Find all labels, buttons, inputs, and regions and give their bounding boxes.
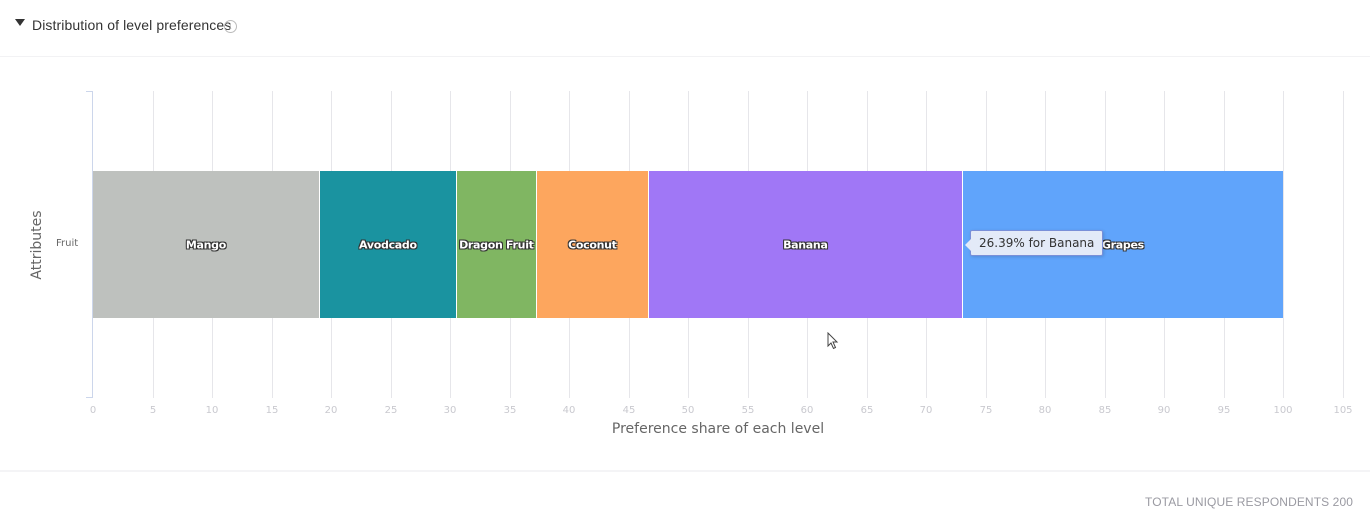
x-tick-label: 80	[1038, 405, 1052, 416]
x-tick-label: 35	[503, 405, 517, 416]
x-tick-label: 70	[919, 405, 933, 416]
x-tick-label: 55	[741, 405, 755, 416]
stacked-bar-chart: Attributes Fruit Mango Avodcado Dragon Fru…	[29, 91, 1353, 437]
section-header: Distribution of level preferences i	[0, 0, 1370, 57]
x-tick-label: 60	[800, 405, 814, 416]
x-tick-label: 85	[1098, 405, 1112, 416]
y-axis-tick	[86, 397, 93, 398]
gridline	[1343, 91, 1344, 398]
x-tick-label: 65	[860, 405, 874, 416]
x-tick-label: 45	[622, 405, 636, 416]
bar-segment-coconut[interactable]: Coconut	[536, 171, 649, 318]
x-tick-label: 50	[681, 405, 695, 416]
x-tick-label: 20	[324, 405, 338, 416]
section-title: Distribution of level preferences	[32, 17, 232, 33]
bar-segment-banana[interactable]: Banana	[648, 171, 963, 318]
gridline	[1283, 91, 1284, 398]
segment-label: Dragon Fruit	[459, 238, 534, 251]
segment-label: Mango	[185, 238, 227, 251]
x-tick-label: 5	[149, 405, 157, 416]
mouse-cursor-icon	[827, 332, 839, 350]
x-tick-label: 75	[979, 405, 993, 416]
x-tick-label: 40	[562, 405, 576, 416]
caret-down-icon[interactable]	[15, 19, 25, 26]
bar-segment-avodcado[interactable]: Avodcado	[319, 171, 457, 318]
x-tick-label: 100	[1273, 405, 1293, 416]
x-axis-title: Preference share of each level	[611, 421, 825, 437]
footer-divider	[0, 470, 1370, 472]
x-tick-label: 30	[443, 405, 457, 416]
x-tick-label: 25	[384, 405, 398, 416]
info-icon[interactable]: i	[224, 20, 237, 33]
total-respondents: TOTAL UNIQUE RESPONDENTS 200	[1145, 495, 1353, 509]
x-tick-label: 105	[1333, 405, 1353, 416]
x-tick-label: 90	[1157, 405, 1171, 416]
bar-segment-dragon-fruit[interactable]: Dragon Fruit	[456, 171, 537, 318]
bar-segment-mango[interactable]: Mango	[93, 171, 320, 318]
y-axis-line	[92, 91, 93, 398]
x-tick-label: 95	[1217, 405, 1231, 416]
segment-label: Grapes	[1101, 238, 1144, 251]
x-tick-label: 0	[89, 405, 97, 416]
x-tick-label: 15	[265, 405, 279, 416]
x-tick-label: 10	[205, 405, 219, 416]
bar-fruit: Mango Avodcado Dragon Fruit Coconut Banana Gr…	[93, 171, 1283, 318]
segment-label: Banana	[783, 238, 828, 251]
segment-label: Coconut	[568, 238, 617, 251]
y-axis-title: Attributes	[29, 210, 45, 280]
segment-label: Avodcado	[359, 238, 417, 251]
tooltip: 26.39% for Banana	[964, 230, 1104, 256]
y-category-label: Fruit	[56, 238, 79, 249]
y-axis-tick	[86, 91, 93, 92]
